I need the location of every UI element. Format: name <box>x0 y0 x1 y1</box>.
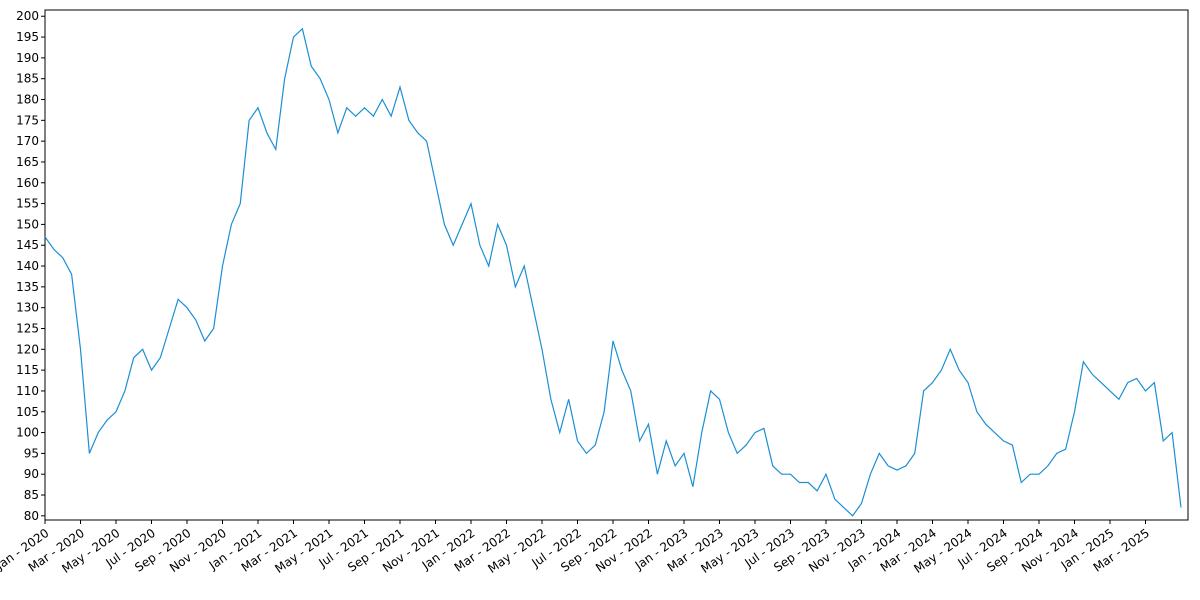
price-line <box>44 27 1182 517</box>
y-tick-label: 180 <box>16 93 39 107</box>
y-tick-label: 175 <box>16 113 39 127</box>
y-tick-label: 195 <box>16 30 39 44</box>
y-tick-label: 110 <box>16 384 39 398</box>
y-tick-label: 185 <box>16 72 39 86</box>
y-tick-label: 105 <box>16 405 39 419</box>
y-tick-label: 80 <box>24 509 39 523</box>
y-tick-label: 200 <box>16 9 39 23</box>
y-tick-label: 150 <box>16 217 39 231</box>
y-tick-label: 165 <box>16 155 39 169</box>
y-tick-label: 115 <box>16 363 39 377</box>
y-tick-label: 100 <box>16 426 39 440</box>
y-tick-label: 85 <box>24 488 39 502</box>
y-tick-label: 95 <box>24 446 39 460</box>
y-tick-label: 90 <box>24 467 39 481</box>
y-tick-label: 120 <box>16 342 39 356</box>
y-tick-label: 160 <box>16 176 39 190</box>
y-tick-label: 130 <box>16 301 39 315</box>
y-tick-label: 140 <box>16 259 39 273</box>
y-tick-label: 135 <box>16 280 39 294</box>
y-tick-label: 155 <box>16 197 39 211</box>
y-tick-label: 125 <box>16 321 39 335</box>
y-tick-label: 145 <box>16 238 39 252</box>
y-tick-label: 190 <box>16 51 39 65</box>
plot-frame <box>44 9 1189 521</box>
y-tick-label: 170 <box>16 134 39 148</box>
